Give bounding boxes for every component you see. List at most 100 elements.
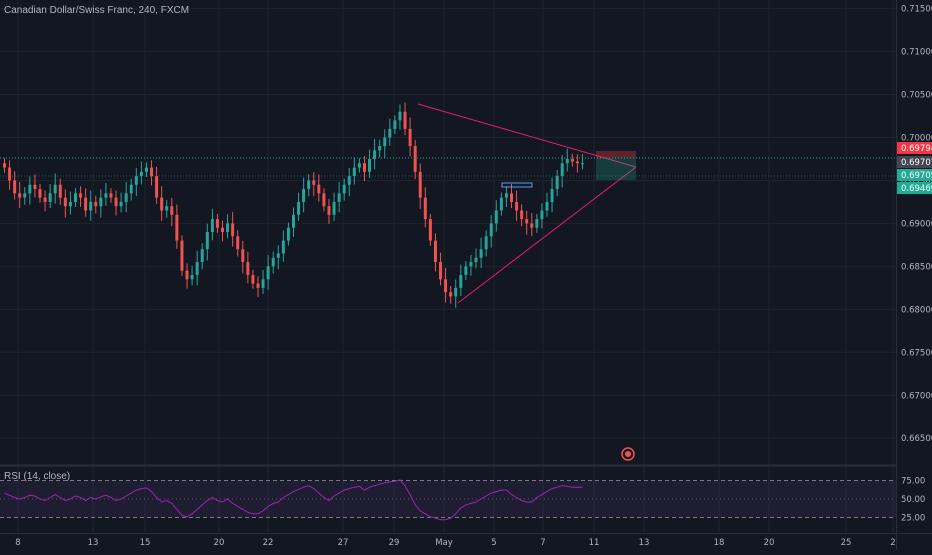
candle[interactable] bbox=[33, 174, 37, 198]
candle[interactable] bbox=[433, 233, 437, 272]
candle[interactable] bbox=[28, 176, 32, 205]
candle[interactable] bbox=[43, 190, 47, 212]
candle[interactable] bbox=[555, 169, 559, 197]
candle[interactable] bbox=[520, 204, 524, 227]
candle[interactable] bbox=[368, 149, 372, 179]
candle[interactable] bbox=[68, 191, 72, 215]
candle[interactable] bbox=[226, 214, 230, 239]
candle[interactable] bbox=[347, 167, 351, 197]
trendline-drawings[interactable] bbox=[0, 103, 896, 304]
candle[interactable] bbox=[190, 265, 194, 286]
candle[interactable] bbox=[13, 171, 17, 200]
candle[interactable] bbox=[195, 250, 199, 286]
candle[interactable] bbox=[79, 186, 83, 207]
candle[interactable] bbox=[575, 154, 579, 173]
candle[interactable] bbox=[337, 181, 341, 213]
candle[interactable] bbox=[459, 264, 463, 297]
candle[interactable] bbox=[484, 230, 488, 257]
candle[interactable] bbox=[144, 162, 148, 178]
candle[interactable] bbox=[48, 184, 52, 209]
candle[interactable] bbox=[449, 285, 453, 304]
candle[interactable] bbox=[261, 269, 265, 295]
candle[interactable] bbox=[489, 215, 493, 248]
candle[interactable] bbox=[423, 187, 427, 228]
candle[interactable] bbox=[439, 252, 443, 286]
stop-loss-zone[interactable] bbox=[596, 151, 636, 158]
candle[interactable] bbox=[99, 189, 103, 218]
candle[interactable] bbox=[510, 184, 513, 209]
candle[interactable] bbox=[246, 251, 250, 284]
candle[interactable] bbox=[418, 163, 422, 209]
candle[interactable] bbox=[84, 188, 88, 217]
candle[interactable] bbox=[18, 181, 22, 208]
highlight-rectangle[interactable] bbox=[501, 182, 533, 188]
symbol-title[interactable]: Canadian Dollar/Swiss Franc, 240, FXCM bbox=[4, 5, 190, 16]
candle[interactable] bbox=[545, 192, 549, 217]
candle[interactable] bbox=[297, 192, 301, 222]
candle[interactable] bbox=[8, 160, 12, 190]
candle[interactable] bbox=[357, 158, 361, 173]
candle[interactable] bbox=[281, 230, 285, 262]
candle[interactable] bbox=[540, 203, 544, 229]
candle[interactable] bbox=[89, 190, 93, 221]
candle[interactable] bbox=[388, 118, 392, 146]
alert-icon[interactable] bbox=[621, 447, 635, 461]
candle[interactable] bbox=[580, 153, 584, 170]
candle[interactable] bbox=[560, 155, 564, 188]
candle[interactable] bbox=[241, 240, 245, 274]
candle[interactable] bbox=[383, 129, 387, 158]
candle[interactable] bbox=[129, 178, 133, 201]
candle[interactable] bbox=[134, 167, 138, 197]
candle[interactable] bbox=[155, 166, 159, 204]
candle[interactable] bbox=[494, 200, 498, 232]
candle[interactable] bbox=[479, 237, 483, 269]
candle[interactable] bbox=[570, 153, 574, 167]
candle[interactable] bbox=[550, 177, 554, 213]
candle[interactable] bbox=[504, 186, 508, 207]
candle[interactable] bbox=[38, 183, 42, 203]
rsi-indicator[interactable] bbox=[4, 479, 583, 521]
candle[interactable] bbox=[119, 192, 123, 213]
take-profit-zone[interactable] bbox=[596, 158, 636, 180]
rsi-line[interactable] bbox=[4, 479, 583, 521]
candle[interactable] bbox=[58, 178, 62, 205]
candle[interactable] bbox=[23, 187, 27, 205]
candle[interactable] bbox=[291, 207, 295, 237]
candle[interactable] bbox=[160, 186, 164, 221]
candle[interactable] bbox=[231, 212, 235, 247]
rsi-legend-label[interactable]: RSI (14, close) bbox=[4, 471, 71, 482]
candle[interactable] bbox=[327, 199, 331, 225]
candle[interactable] bbox=[139, 161, 143, 185]
candle[interactable] bbox=[200, 242, 204, 270]
candle[interactable] bbox=[180, 235, 184, 276]
candle[interactable] bbox=[114, 190, 118, 216]
candle[interactable] bbox=[428, 213, 432, 246]
candle[interactable] bbox=[205, 223, 209, 261]
candle[interactable] bbox=[413, 139, 417, 180]
lower-trendline[interactable] bbox=[457, 166, 637, 304]
candle[interactable] bbox=[104, 183, 108, 206]
candle[interactable] bbox=[256, 276, 260, 298]
candle[interactable] bbox=[271, 251, 275, 274]
candle[interactable] bbox=[469, 254, 473, 276]
candle[interactable] bbox=[322, 188, 326, 212]
candle[interactable] bbox=[73, 188, 77, 208]
candle[interactable] bbox=[342, 178, 346, 201]
upper-trendline[interactable] bbox=[417, 103, 637, 168]
candle[interactable] bbox=[109, 188, 113, 203]
candle[interactable] bbox=[393, 115, 397, 135]
candle[interactable] bbox=[408, 117, 412, 157]
candle[interactable] bbox=[170, 197, 174, 227]
candle[interactable] bbox=[175, 204, 179, 249]
candle[interactable] bbox=[266, 255, 270, 290]
candle[interactable] bbox=[454, 279, 458, 308]
candle[interactable] bbox=[515, 190, 519, 221]
candle[interactable] bbox=[398, 104, 402, 130]
candle[interactable] bbox=[307, 174, 311, 197]
candle[interactable] bbox=[210, 208, 214, 241]
candlestick-series[interactable] bbox=[3, 102, 584, 308]
candle[interactable] bbox=[378, 139, 382, 158]
candle[interactable] bbox=[535, 213, 539, 233]
candle[interactable] bbox=[464, 261, 468, 281]
